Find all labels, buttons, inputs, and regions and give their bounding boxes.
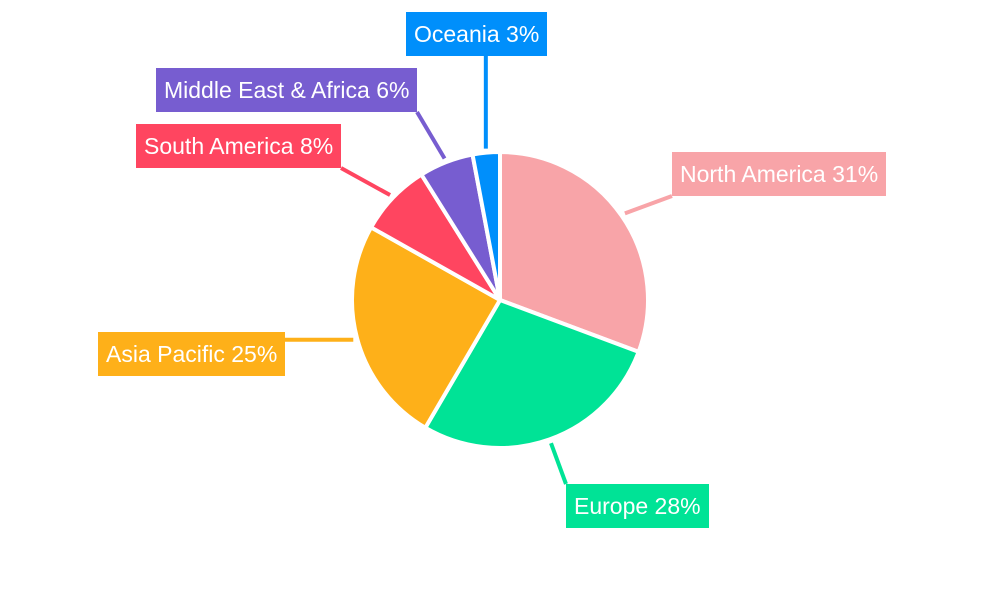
leader-line: [624, 194, 673, 216]
leader-line: [340, 166, 392, 197]
leader-lines: [285, 56, 673, 485]
pie-slices: [350, 150, 650, 450]
label-south-america: South America 8%: [136, 124, 342, 168]
label-europe: Europe 28%: [566, 484, 709, 528]
pie-slice-north-america[interactable]: [498, 150, 650, 354]
leader-line: [549, 442, 568, 485]
pie-slice-asia-pacific[interactable]: [350, 225, 502, 430]
leader-line: [415, 110, 447, 160]
label-asia-pacific: Asia Pacific 25%: [98, 332, 286, 376]
label-oceania: Oceania 3%: [406, 12, 548, 56]
label-north-america: North America 31%: [672, 152, 887, 196]
pie-slice-oceania[interactable]: [470, 150, 502, 302]
label-middle-east-africa: Middle East & Africa 6%: [156, 68, 418, 112]
